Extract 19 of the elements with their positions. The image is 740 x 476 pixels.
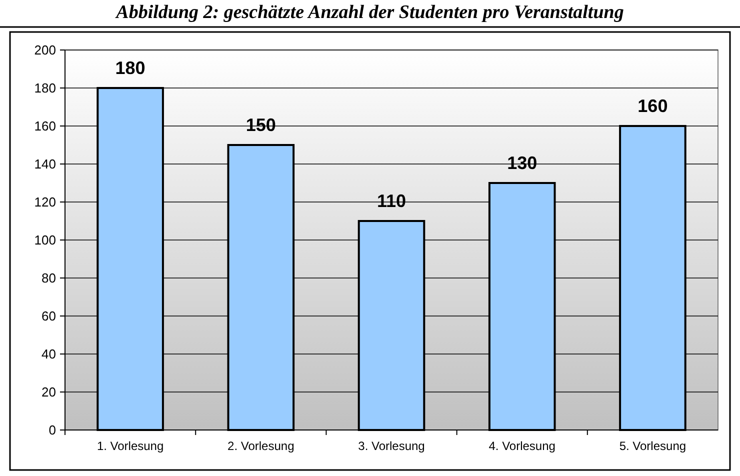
y-tick-label: 80 (42, 270, 56, 286)
x-tick-label: 3. Vorlesung (358, 439, 425, 453)
y-tick-label: 140 (34, 156, 56, 172)
chart-title: Abbildung 2: geschätzte Anzahl der Studenten pro Veranstaltung (115, 2, 624, 23)
x-tick-label: 5. Vorlesung (619, 439, 686, 453)
y-tick-label: 0 (48, 422, 56, 438)
y-tick-label: 160 (34, 118, 56, 134)
y-tick-label: 180 (34, 80, 56, 96)
y-tick-label: 40 (42, 346, 56, 362)
x-tick-label: 4. Vorlesung (488, 439, 556, 453)
data-label: 160 (638, 96, 668, 116)
x-tick-label: 2. Vorlesung (228, 439, 294, 453)
y-tick-label: 200 (34, 42, 56, 58)
x-tick-label: 1. Vorlesung (96, 439, 164, 453)
data-label: 180 (115, 58, 146, 78)
y-tick-label: 120 (34, 194, 56, 210)
y-tick-label: 20 (42, 384, 56, 400)
y-tick-label: 100 (34, 232, 56, 248)
y-tick-label: 60 (42, 308, 56, 324)
